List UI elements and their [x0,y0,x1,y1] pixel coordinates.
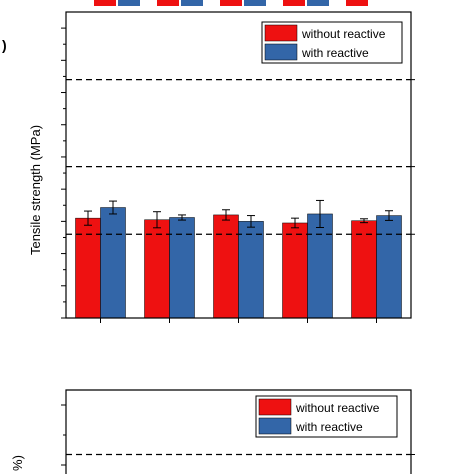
bar [307,213,333,319]
legend-swatch [264,43,298,61]
tensile-strength-panel: ) Tensile strength (MPa) without reactiv… [2,11,415,323]
bar [351,220,377,319]
y-axis-label: Tensile strength (MPa) [28,125,43,255]
legend-swatch [264,24,298,42]
bar [376,215,402,319]
legend-label: with reactive [295,420,363,434]
bar [282,222,308,319]
legend-label: without reactive [295,401,380,415]
plot-frame [65,389,412,474]
legend-label: without reactive [301,27,386,41]
legend-label: with reactive [301,46,369,60]
y-axis-label-fragment: %) [10,455,25,471]
elongation-panel: %) without reactive with reactive [10,389,415,474]
bar [169,217,195,319]
panel-label: ) [2,37,7,53]
bar [238,221,264,319]
bar [144,219,170,319]
legend-swatch [258,398,292,416]
bar [213,214,239,319]
legend-swatch [258,417,292,435]
legend: without reactive with reactive [255,395,398,438]
legend: without reactive with reactive [261,21,403,64]
bar [75,217,101,319]
cropped-legend-swatches [94,0,368,6]
bar [100,207,126,319]
